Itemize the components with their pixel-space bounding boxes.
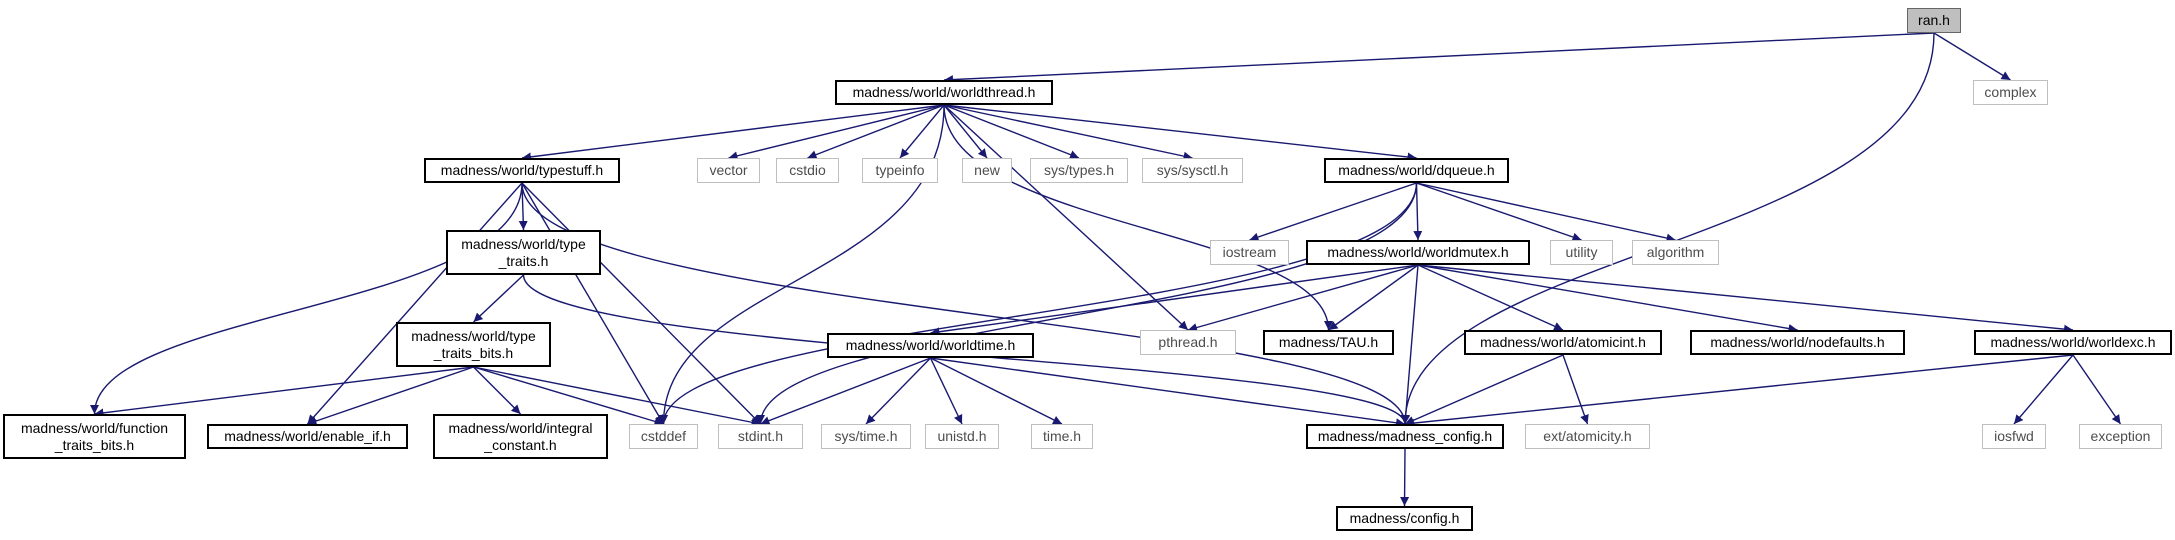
node-integralconstant[interactable]: madness/world/integral _constant.h [433,414,608,459]
edge-worldexc-to-exception [2073,355,2121,424]
node-cstdio: cstdio [776,158,839,183]
edge-typestuff-to-stdint [522,183,761,424]
edge-worldtime-to-madnessconfig [931,358,1406,424]
node-pthread: pthread.h [1140,330,1236,355]
edge-typestuff-to-madnessconfig [522,183,1405,424]
node-worldthread[interactable]: madness/world/worldthread.h [835,80,1053,105]
edge-worldexc-to-madnessconfig [1405,355,2073,424]
edge-worldtime-to-timeh [931,358,1063,424]
edge-typestuff-to-functiontraits [95,183,523,414]
node-syssysctl: sys/sysctl.h [1142,158,1243,183]
edge-worldmutex-to-worldexc [1418,265,2073,330]
edge-ran-to-madnessconfig [1405,33,1934,424]
node-timeh: time.h [1031,424,1093,449]
node-stdint: stdint.h [718,424,803,449]
edge-worldtime-to-systime [866,358,931,424]
node-systime: sys/time.h [821,424,911,449]
edge-worldmutex-to-tau [1329,265,1419,330]
node-functiontraits[interactable]: madness/world/function _traits_bits.h [3,414,186,459]
node-typeinfo: typeinfo [862,158,938,183]
edge-atomicint-to-atomicity [1563,355,1588,424]
node-atomicity: ext/atomicity.h [1525,424,1650,449]
node-cstddef: cstddef [629,424,698,449]
edge-dqueue-to-utility [1417,183,1582,240]
edge-worldthread-to-pthread [944,105,1188,330]
node-dqueue[interactable]: madness/world/dqueue.h [1324,158,1509,183]
node-iosfwd: iosfwd [1982,424,2046,449]
node-ran[interactable]: ran.h [1907,8,1961,33]
edge-worldthread-to-dqueue [944,105,1417,158]
node-typetraits[interactable]: madness/world/type _traits.h [446,230,601,275]
node-algorithm: algorithm [1632,240,1719,265]
node-nodefaults[interactable]: madness/world/nodefaults.h [1690,330,1905,355]
node-tau[interactable]: madness/TAU.h [1263,330,1394,355]
node-exception: exception [2079,424,2162,449]
node-systypes: sys/types.h [1030,158,1128,183]
node-worldtime[interactable]: madness/world/worldtime.h [827,333,1034,358]
node-config[interactable]: madness/config.h [1336,506,1473,531]
edge-worldexc-to-iosfwd [2014,355,2073,424]
edge-dqueue-to-algorithm [1417,183,1676,240]
edge-dqueue-to-cstddef [664,183,1417,424]
edge-ran-to-complex [1934,33,2011,80]
edge-worldmutex-to-madnessconfig [1405,265,1418,424]
edge-worldtime-to-stdint [761,358,931,424]
node-iostream: iostream [1210,240,1289,265]
node-atomicint[interactable]: madness/world/atomicint.h [1464,330,1662,355]
edge-worldthread-to-vector [729,105,945,158]
node-typetraitsbits[interactable]: madness/world/type _traits_bits.h [396,322,551,367]
edge-typetraits-to-typetraitsbits [474,275,524,322]
node-worldmutex[interactable]: madness/world/worldmutex.h [1306,240,1530,265]
edge-worldthread-to-typestuff [522,105,944,158]
node-utility: utility [1550,240,1613,265]
node-vector: vector [697,158,760,183]
edge-dqueue-to-worldmutex [1417,183,1419,240]
edge-worldmutex-to-pthread [1188,265,1418,330]
edge-worldtime-to-unistd [931,358,963,424]
edge-worldmutex-to-atomicint [1418,265,1563,330]
node-enableif[interactable]: madness/world/enable_if.h [207,424,408,449]
edge-dqueue-to-iostream [1250,183,1417,240]
edge-madnessconfig-to-config [1405,449,1406,506]
edge-typetraitsbits-to-functiontraits [95,367,474,414]
node-unistd: unistd.h [925,424,999,449]
node-typestuff[interactable]: madness/world/typestuff.h [424,158,620,183]
edge-ran-to-worldthread [944,33,1934,80]
node-worldexc[interactable]: madness/world/worldexc.h [1974,330,2172,355]
edge-worldmutex-to-worldtime [931,265,1419,333]
node-madnessconfig[interactable]: madness/madness_config.h [1306,424,1504,449]
node-new: new [962,158,1012,183]
node-complex: complex [1973,80,2048,105]
edge-worldthread-to-cstddef [664,105,945,424]
